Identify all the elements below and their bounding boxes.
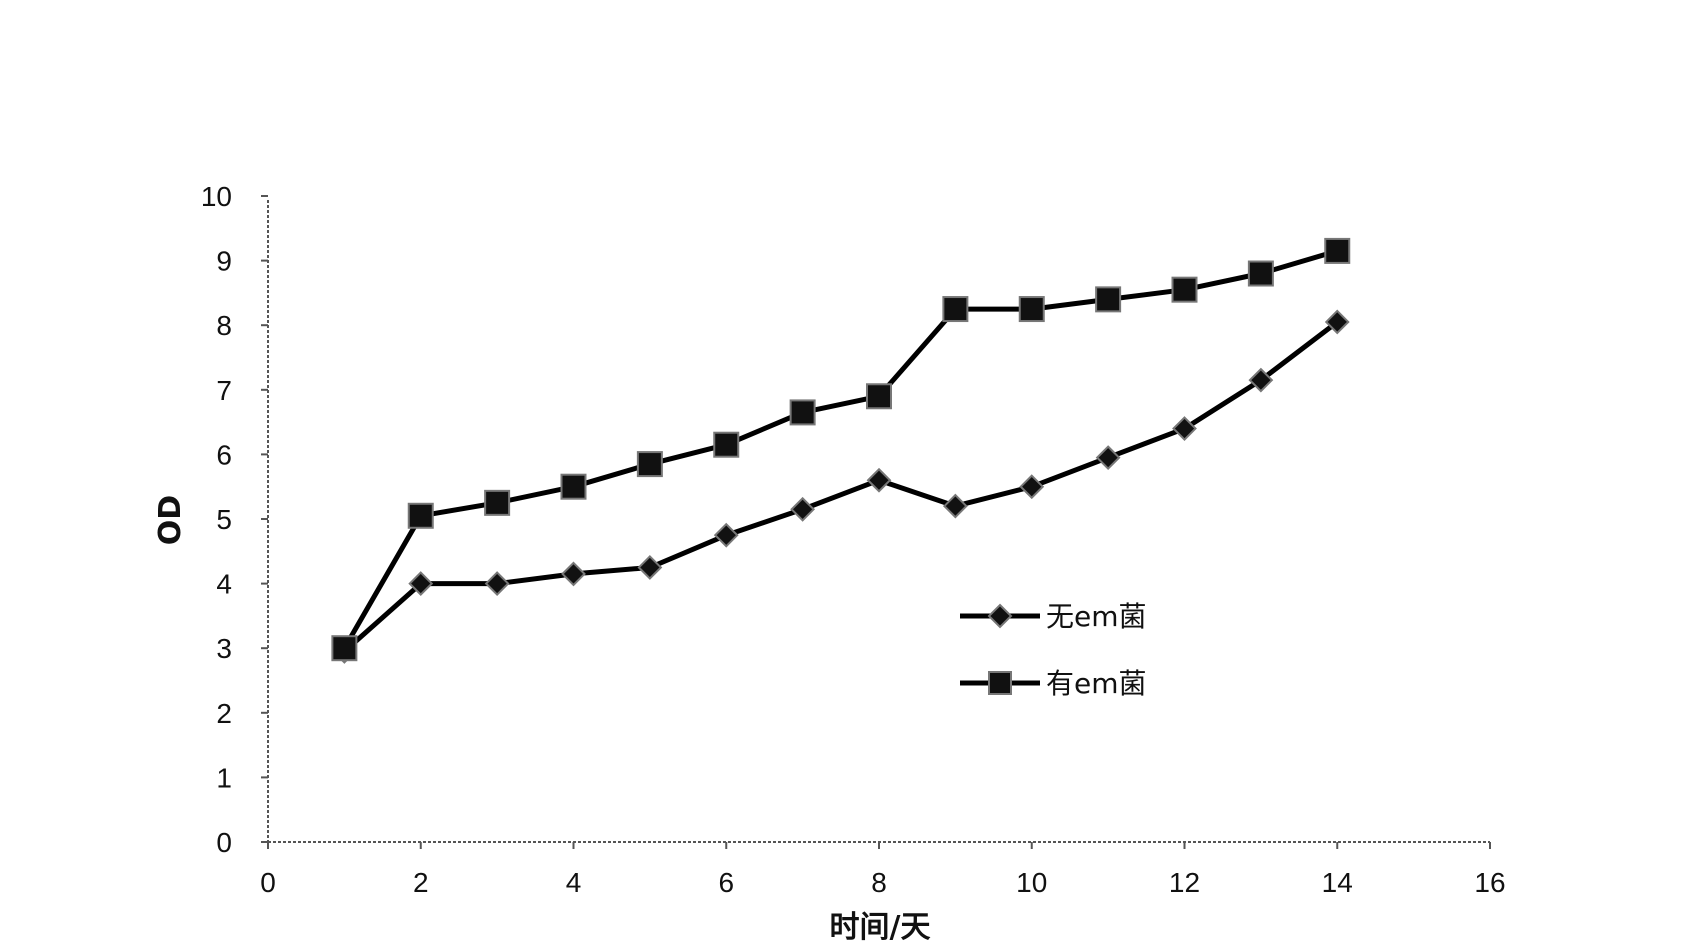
legend-label-series-1: 无em菌 bbox=[1046, 600, 1147, 633]
data-point-series-1 bbox=[944, 495, 966, 517]
y-tick-label: 8 bbox=[216, 310, 232, 341]
y-tick-label: 4 bbox=[216, 569, 232, 600]
y-axis-title: OD bbox=[153, 495, 188, 545]
y-tick-label: 5 bbox=[216, 504, 232, 535]
y-tick-label: 9 bbox=[216, 246, 232, 277]
data-point-series-2 bbox=[1173, 278, 1197, 302]
x-axis-title: 时间/天 bbox=[830, 910, 931, 945]
legend-item-series-2: 有em菌 bbox=[960, 667, 1147, 700]
data-point-series-2 bbox=[409, 504, 433, 528]
x-tick-label: 6 bbox=[718, 867, 734, 898]
y-tick-label: 10 bbox=[201, 181, 232, 212]
y-tick-label: 1 bbox=[216, 762, 232, 793]
legend-diamond-marker bbox=[989, 605, 1011, 627]
y-tick-label: 0 bbox=[216, 827, 232, 858]
data-point-series-1 bbox=[715, 524, 737, 546]
data-point-series-2 bbox=[332, 636, 356, 660]
y-tick-label: 2 bbox=[216, 698, 232, 729]
data-point-series-2 bbox=[714, 433, 738, 457]
data-point-series-2 bbox=[562, 475, 586, 499]
data-point-series-2 bbox=[485, 491, 509, 515]
legend-square-marker bbox=[989, 672, 1011, 694]
x-tick-label: 14 bbox=[1322, 867, 1353, 898]
data-point-series-1 bbox=[1097, 447, 1119, 469]
y-tick-label: 3 bbox=[216, 633, 232, 664]
y-tick-labels: 0 1 2 3 4 5 6 7 8 9 10 bbox=[201, 181, 268, 858]
series-line-1 bbox=[344, 322, 1337, 651]
data-point-series-2 bbox=[791, 400, 815, 424]
x-tick-label: 8 bbox=[871, 867, 887, 898]
axes bbox=[268, 200, 1490, 842]
y-tick-label: 6 bbox=[216, 439, 232, 470]
legend-item-series-1: 无em菌 bbox=[960, 600, 1147, 633]
x-tick-label: 0 bbox=[260, 867, 276, 898]
data-point-series-2 bbox=[1020, 297, 1044, 321]
data-point-series-2 bbox=[867, 384, 891, 408]
x-tick-label: 10 bbox=[1016, 867, 1047, 898]
data-point-series-1 bbox=[486, 573, 508, 595]
x-tick-label: 4 bbox=[566, 867, 582, 898]
data-point-series-1 bbox=[563, 563, 585, 585]
data-point-series-2 bbox=[1096, 287, 1120, 311]
data-point-series-2 bbox=[638, 452, 662, 476]
legend: 无em菌 有em菌 bbox=[960, 600, 1147, 700]
data-point-series-2 bbox=[943, 297, 967, 321]
y-tick-label: 7 bbox=[216, 375, 232, 406]
series-markers bbox=[332, 239, 1349, 663]
x-tick-label: 16 bbox=[1474, 867, 1505, 898]
data-point-series-1 bbox=[639, 556, 661, 578]
data-point-series-1 bbox=[868, 469, 890, 491]
data-point-series-1 bbox=[1021, 476, 1043, 498]
x-tick-labels: 0 2 4 6 8 10 12 14 16 bbox=[260, 842, 1505, 898]
x-tick-label: 2 bbox=[413, 867, 429, 898]
data-point-series-1 bbox=[792, 498, 814, 520]
data-point-series-2 bbox=[1249, 262, 1273, 286]
legend-label-series-2: 有em菌 bbox=[1046, 667, 1147, 700]
x-tick-label: 12 bbox=[1169, 867, 1200, 898]
data-point-series-2 bbox=[1325, 239, 1349, 263]
